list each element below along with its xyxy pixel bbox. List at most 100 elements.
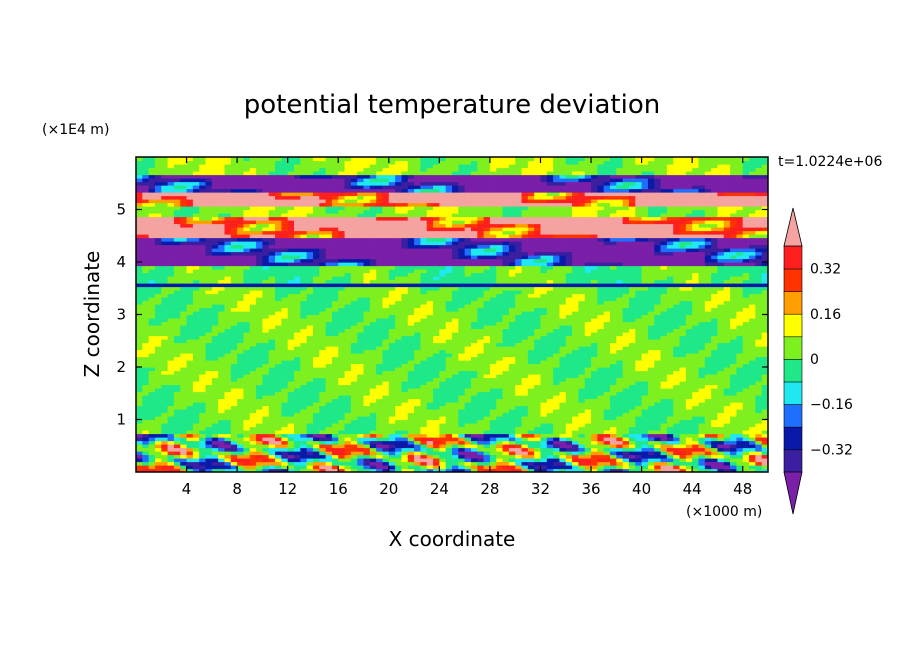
field-cell: [230, 458, 238, 463]
field-cell: [647, 342, 655, 347]
field-cell: [496, 360, 504, 365]
field-cell: [660, 419, 668, 424]
field-cell: [357, 325, 365, 330]
field-cell: [312, 318, 320, 323]
field-cell: [578, 391, 586, 396]
field-cell: [622, 318, 630, 323]
field-cell: [414, 332, 421, 337]
field-cell: [755, 314, 763, 319]
field-cell: [136, 353, 143, 358]
field-cell: [350, 377, 358, 382]
field-cell: [281, 419, 289, 424]
field-cell: [508, 381, 516, 386]
field-cell: [565, 402, 573, 407]
field-cell: [275, 395, 282, 400]
field-cell: [540, 377, 548, 382]
field-cell: [312, 430, 320, 435]
field-cell: [578, 451, 586, 456]
field-cell: [502, 300, 510, 305]
field-cell: [319, 412, 327, 417]
field-cell: [167, 314, 175, 319]
field-cell: [180, 300, 188, 305]
field-cell: [711, 430, 719, 435]
field-cell: [704, 437, 712, 442]
field-cell: [692, 423, 700, 428]
field-cell: [224, 451, 232, 456]
field-cell: [736, 318, 744, 323]
field-cell: [192, 388, 200, 393]
field-cell: [173, 304, 181, 309]
field-cell: [312, 363, 320, 368]
field-cell: [559, 433, 567, 438]
field-cell: [281, 342, 289, 347]
field-cell: [470, 423, 478, 428]
field-cell: [628, 297, 636, 302]
field-cell: [224, 458, 232, 463]
field-cell: [521, 377, 529, 382]
field-cell: [262, 325, 270, 330]
field-cell: [331, 370, 339, 375]
field-cell: [483, 430, 491, 435]
field-cell: [338, 416, 346, 421]
field-cell: [502, 398, 510, 403]
field-cell: [730, 325, 737, 330]
field-cell: [224, 391, 232, 396]
field-cell: [161, 339, 169, 344]
field-cell: [180, 388, 188, 393]
field-cell: [275, 370, 282, 375]
field-cell: [192, 405, 200, 410]
field-cell: [679, 402, 687, 407]
field-cell: [647, 440, 655, 445]
field-cell: [654, 391, 662, 396]
field-cell: [287, 430, 295, 435]
field-cell: [736, 367, 744, 372]
field-cell: [420, 388, 428, 393]
field-cell: [192, 451, 200, 456]
field-cell: [186, 311, 194, 316]
field-cell: [445, 318, 453, 323]
field-cell: [477, 321, 485, 326]
field-cell: [249, 433, 257, 438]
field-cell: [199, 377, 207, 382]
field-cell: [628, 360, 636, 365]
field-cell: [350, 461, 358, 466]
field-cell: [142, 451, 150, 456]
field-cell: [723, 461, 731, 466]
field-cell: [262, 416, 270, 421]
field-cell: [237, 423, 245, 428]
field-cell: [717, 360, 725, 365]
field-cell: [199, 367, 207, 372]
field-cell: [717, 300, 725, 305]
field-cell: [572, 437, 579, 442]
field-cell: [622, 342, 630, 347]
field-cell: [641, 370, 649, 375]
field-cell: [268, 461, 276, 466]
field-cell: [136, 370, 143, 375]
field-cell: [325, 335, 333, 340]
field-cell: [173, 363, 181, 368]
field-cell: [230, 318, 238, 323]
field-cell: [502, 377, 510, 382]
field-cell: [508, 444, 516, 449]
field-cell: [395, 409, 403, 414]
field-cell: [647, 339, 655, 344]
field-cell: [388, 454, 396, 459]
field-cell: [205, 332, 213, 337]
field-cell: [218, 353, 226, 358]
field-cell: [616, 314, 624, 319]
field-cell: [142, 367, 150, 372]
field-cell: [414, 314, 421, 319]
field-cell: [338, 328, 346, 333]
field-cell: [186, 384, 194, 389]
field-cell: [312, 346, 320, 351]
field-cell: [742, 468, 750, 472]
field-cell: [281, 465, 289, 470]
field-cell: [603, 367, 611, 372]
field-cell: [616, 405, 624, 410]
field-cell: [205, 444, 213, 449]
field-cell: [205, 391, 213, 396]
field-cell: [597, 335, 605, 340]
field-cell: [312, 304, 320, 309]
field-cell: [401, 437, 409, 442]
field-cell: [350, 426, 358, 431]
